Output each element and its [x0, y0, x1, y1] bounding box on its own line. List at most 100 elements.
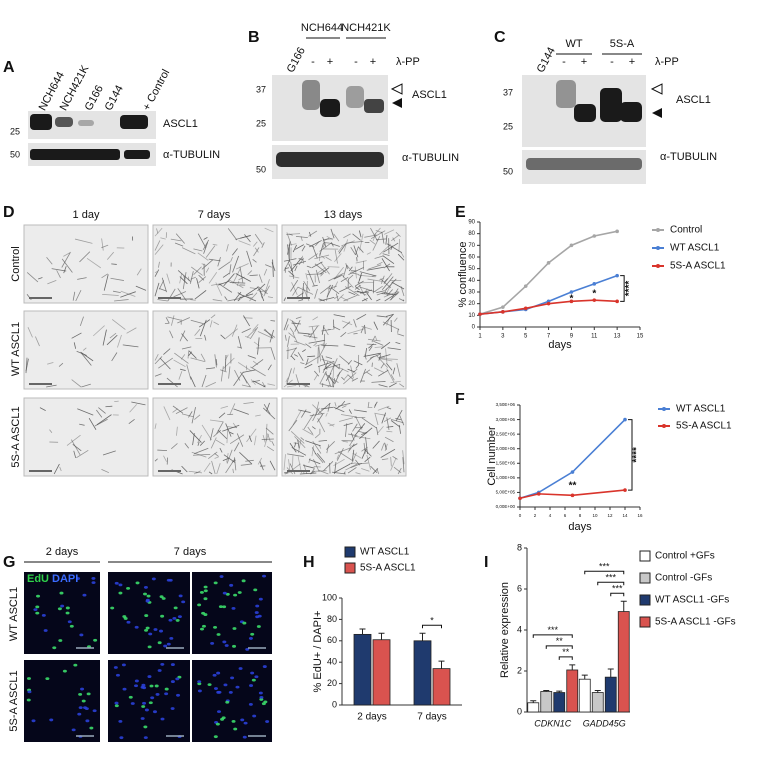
nucleus	[144, 614, 149, 617]
cell	[136, 268, 142, 276]
cell	[390, 245, 393, 250]
cell	[381, 275, 385, 284]
nucleus	[113, 666, 118, 669]
cell	[386, 363, 393, 371]
x-axis-label: days	[568, 521, 592, 533]
bar	[540, 691, 553, 713]
x-tick-label: 4	[549, 513, 552, 518]
cell	[259, 289, 263, 299]
cell	[365, 437, 368, 455]
cell	[247, 270, 253, 275]
cell	[158, 280, 165, 290]
nucleus	[242, 735, 247, 739]
cell	[229, 282, 246, 284]
data-point	[501, 305, 505, 309]
nucleus	[36, 594, 41, 598]
cell	[359, 427, 373, 439]
bar	[527, 702, 540, 713]
cell	[361, 446, 368, 452]
nucleus	[213, 735, 218, 739]
nucleus	[148, 632, 153, 636]
panel-label: D	[3, 204, 15, 221]
cell	[163, 406, 171, 421]
cell	[371, 335, 376, 343]
cell	[96, 414, 112, 426]
legend-swatch	[656, 246, 660, 250]
cell	[237, 292, 244, 297]
cell	[302, 349, 306, 353]
cell	[129, 404, 137, 413]
cell	[101, 469, 110, 474]
cell	[353, 319, 357, 328]
cell	[158, 261, 160, 268]
cell	[263, 268, 268, 276]
cell	[366, 371, 373, 376]
annotation: *	[592, 289, 596, 300]
cell	[264, 279, 270, 294]
cell	[334, 371, 341, 384]
nucleus	[248, 703, 253, 706]
data-point	[518, 496, 522, 501]
cell	[305, 440, 321, 447]
nucleus	[168, 618, 173, 622]
cell	[293, 340, 306, 346]
nucleus	[41, 613, 46, 617]
marker: 25	[10, 126, 20, 136]
cell	[357, 290, 362, 293]
cell	[225, 458, 236, 474]
cell	[283, 297, 287, 302]
significance-bracket	[532, 634, 573, 638]
cell	[303, 464, 308, 475]
cell	[305, 358, 309, 365]
bar	[617, 611, 630, 713]
nucleus	[160, 717, 165, 721]
nucleus	[203, 597, 208, 601]
cell	[212, 299, 223, 302]
cell	[61, 258, 73, 273]
cell	[386, 406, 392, 410]
nucleus	[255, 604, 260, 608]
cell	[261, 242, 265, 248]
cell	[233, 408, 249, 415]
micrograph	[23, 224, 149, 304]
lane-label: G144	[103, 83, 126, 112]
nucleus	[126, 620, 131, 624]
cell	[288, 258, 291, 263]
cell	[286, 233, 301, 235]
cell	[348, 266, 353, 272]
panel-g: G 2 days 7 days WT ASCL1 5S-A ASCL1 EdU …	[3, 546, 272, 742]
cell	[264, 328, 274, 339]
nucleus	[143, 736, 148, 740]
cell	[355, 462, 369, 465]
cell	[101, 273, 108, 279]
cell	[308, 457, 311, 463]
cell	[169, 330, 174, 339]
cell	[106, 251, 115, 260]
cell	[311, 326, 316, 341]
cell	[294, 442, 297, 448]
cell	[318, 345, 321, 362]
cell	[39, 407, 46, 411]
cell	[300, 362, 305, 365]
cell	[300, 437, 305, 441]
significance-label: ***	[605, 573, 616, 583]
nucleus	[148, 701, 153, 705]
cell	[203, 462, 211, 472]
cell	[111, 319, 126, 330]
cell	[243, 315, 251, 327]
nucleus	[93, 638, 98, 642]
error-bar	[569, 664, 576, 670]
cell	[386, 243, 403, 253]
cell	[284, 334, 287, 341]
nucleus	[144, 708, 149, 712]
cell	[333, 314, 346, 318]
nucleus	[161, 597, 166, 600]
cell	[327, 422, 335, 427]
cell	[198, 274, 205, 281]
cell	[373, 340, 384, 346]
cell	[163, 455, 167, 462]
cell	[208, 271, 218, 284]
cell	[111, 263, 117, 265]
micrograph	[23, 310, 149, 390]
cell	[312, 404, 323, 415]
